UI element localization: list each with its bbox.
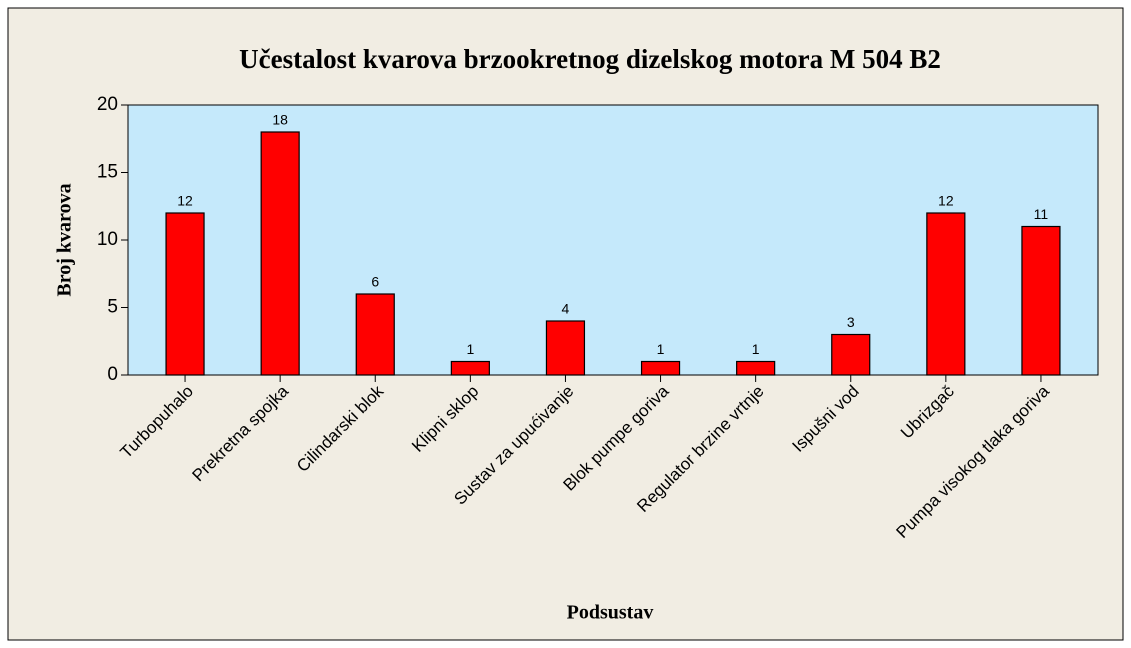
bar: [450, 360, 490, 376]
value-label: 6: [371, 274, 379, 290]
value-label: 1: [466, 341, 474, 357]
bar: [165, 212, 205, 376]
value-label: 11: [1034, 206, 1049, 222]
value-label: 12: [177, 193, 193, 209]
value-label: 1: [657, 341, 665, 357]
value-label: 12: [938, 193, 954, 209]
chart-title: Učestalost kvarova brzookretnog dizelsko…: [239, 44, 941, 74]
bar: [736, 360, 776, 376]
y-tick-label: 15: [97, 162, 118, 183]
bar: [831, 333, 871, 376]
bar: [1021, 225, 1061, 376]
value-label: 1: [752, 341, 760, 357]
bar: [260, 131, 300, 376]
x-axis-label: Podsustav: [567, 602, 654, 624]
value-label: 4: [562, 301, 570, 317]
bar: [545, 320, 586, 376]
bar: [640, 360, 681, 376]
y-tick-label: 20: [97, 94, 118, 115]
y-tick-label: 10: [97, 229, 118, 250]
value-label: 18: [272, 112, 288, 128]
y-tick-label: 5: [107, 297, 118, 318]
y-tick-label: 0: [107, 364, 118, 385]
value-label: 3: [847, 314, 855, 330]
bar: [926, 212, 966, 376]
y-axis-label: Broj kvarova: [54, 183, 76, 296]
bar: [355, 293, 395, 376]
